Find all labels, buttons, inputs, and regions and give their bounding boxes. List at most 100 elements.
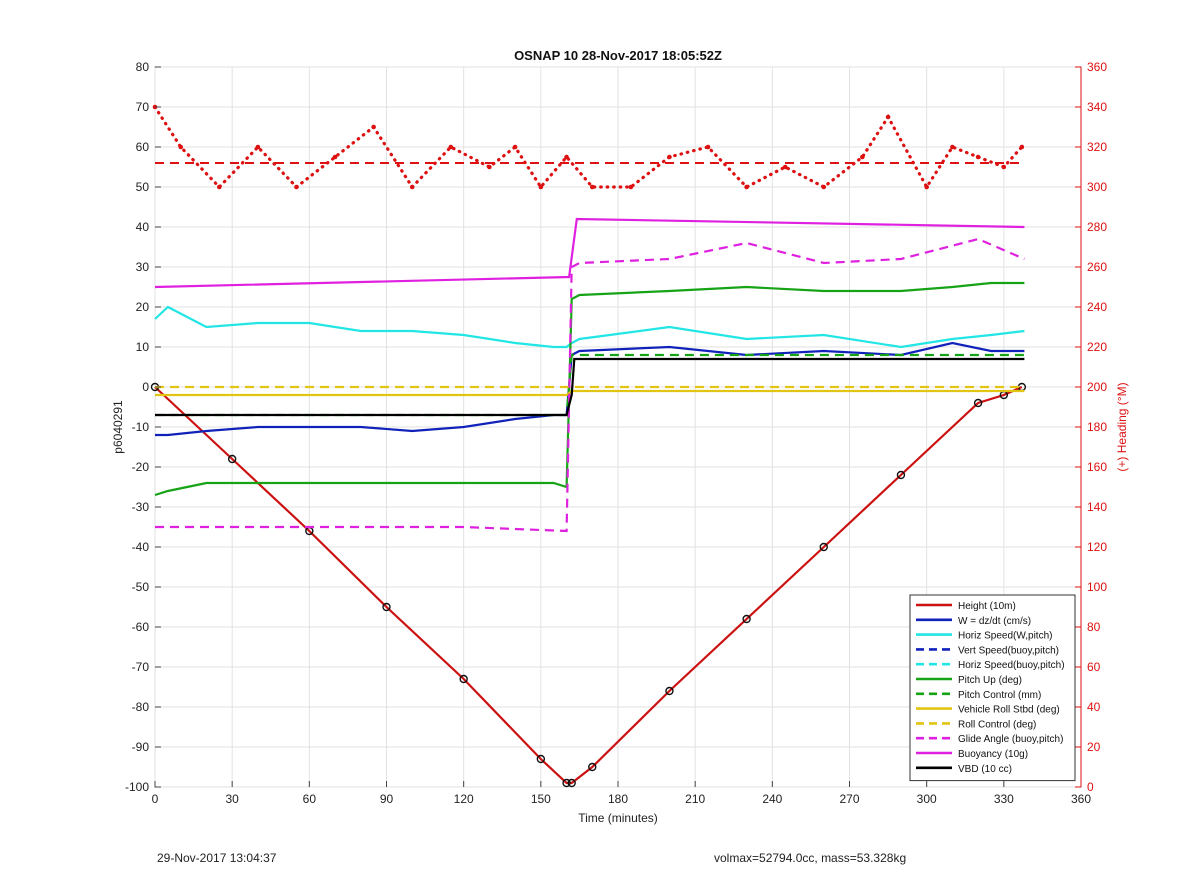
series-line-glide-angle-buoy-pitch — [155, 237, 1025, 533]
x-tick-label: 210 — [685, 792, 705, 806]
legend-label: Horiz Speed(buoy,pitch) — [958, 660, 1065, 671]
x-tick-label: 360 — [1071, 792, 1091, 806]
legend-label: VBD (10 cc) — [958, 764, 1012, 775]
footer-info: volmax=52794.0cc, mass=53.328kg — [714, 851, 907, 865]
x-tick-label: 330 — [994, 792, 1014, 806]
heading-point — [564, 154, 569, 160]
heading-point — [924, 184, 929, 190]
y-tick-label-right: 220 — [1087, 340, 1107, 354]
y-tick-label-left: -30 — [132, 500, 150, 514]
heading-point — [782, 164, 788, 170]
series-line-buoyancy-10g — [154, 217, 1025, 289]
y-tick-label-left: -20 — [132, 460, 150, 474]
height-marker — [896, 470, 906, 480]
heading-point — [512, 144, 518, 150]
y-tick-label-right: 320 — [1087, 140, 1107, 154]
legend-label: Vehicle Roll Stbd (deg) — [958, 705, 1060, 716]
y-tick-label-left: 70 — [136, 100, 150, 114]
height-marker — [382, 602, 391, 612]
heading-point — [448, 144, 454, 150]
height-marker — [665, 686, 674, 696]
y-tick-label-right: 60 — [1087, 660, 1101, 674]
legend-label: Buoyancy (10g) — [958, 749, 1028, 760]
height-marker — [562, 778, 571, 788]
heading-point — [950, 144, 955, 150]
x-tick-label: 0 — [152, 792, 159, 806]
y-tick-label-left: -100 — [125, 780, 149, 794]
legend-label: Glide Angle (buoy,pitch) — [958, 734, 1063, 745]
height-marker — [742, 614, 751, 624]
heading-point — [371, 124, 376, 130]
legend-label: Height (10m) — [958, 601, 1016, 612]
x-tick-label: 270 — [839, 792, 859, 806]
y-axis-label-left: p6040291 — [111, 400, 125, 454]
y-tick-label-left: -70 — [132, 660, 150, 674]
x-tick-label: 30 — [225, 792, 239, 806]
x-tick-label: 60 — [303, 792, 317, 806]
legend: Height (10m) W = dz/dt (cm/s) Horiz Speed(… — [909, 594, 1076, 782]
heading-point — [409, 184, 415, 190]
legend-label: Roll Control (deg) — [958, 719, 1036, 730]
heading-point — [1019, 144, 1025, 150]
series-layer — [150, 104, 1027, 788]
heading-point — [821, 184, 827, 190]
series-line-horiz-speed-w-pitch — [154, 305, 1025, 349]
y-tick-label-left: -60 — [132, 620, 150, 634]
height-marker — [227, 454, 237, 464]
heading-point — [589, 184, 595, 190]
y-tick-label-right: 120 — [1087, 540, 1107, 554]
y-tick-label-left: 10 — [136, 340, 150, 354]
y-tick-label-right: 240 — [1087, 300, 1107, 314]
y-tick-label-right: 80 — [1087, 620, 1101, 634]
y-tick-label-right: 260 — [1087, 260, 1107, 274]
series-line-pitch-up-deg — [154, 281, 1025, 497]
y-tick-label-left: -40 — [132, 540, 150, 554]
y-tick-label-left: -90 — [132, 740, 150, 754]
heading-point — [1001, 164, 1007, 170]
series-line-height-10m — [154, 385, 1023, 785]
heading-point — [744, 184, 749, 190]
y-tick-label-right: 340 — [1087, 100, 1107, 114]
x-tick-label: 90 — [380, 792, 394, 806]
y-tick-label-left: -50 — [132, 580, 150, 594]
y-tick-label-right: 100 — [1087, 580, 1107, 594]
y-tick-label-right: 0 — [1087, 780, 1094, 794]
heading-point — [332, 154, 338, 160]
x-tick-label: 120 — [454, 792, 474, 806]
legend-label: Vert Speed(buoy,pitch) — [958, 645, 1059, 656]
chart-title: OSNAP 10 28-Nov-2017 18:05:52Z — [514, 48, 722, 63]
y-tick-label-left: -10 — [132, 420, 150, 434]
heading-point — [217, 184, 222, 190]
y-tick-label-left: 50 — [136, 180, 150, 194]
heading-point — [628, 184, 634, 190]
y-tick-label-left: -80 — [132, 700, 150, 714]
series-line-vbd-10-cc — [155, 357, 1025, 417]
heading-point — [255, 144, 261, 150]
y-tick-label-right: 160 — [1087, 460, 1107, 474]
y-tick-label-right: 140 — [1087, 500, 1107, 514]
y-tick-label-right: 20 — [1087, 740, 1101, 754]
axes: 0 30 60 90 120 150 180 210 240 270 300 330 360807060… — [125, 60, 1107, 806]
y-tick-label-left: 60 — [136, 140, 150, 154]
legend-box — [909, 594, 1076, 782]
height-marker — [819, 542, 828, 552]
y-tick-label-right: 280 — [1087, 220, 1107, 234]
y-tick-label-right: 180 — [1087, 420, 1107, 434]
x-tick-label: 180 — [608, 792, 628, 806]
y-tick-label-left: 30 — [136, 260, 150, 274]
height-marker — [588, 762, 597, 772]
heading-point — [667, 154, 672, 160]
series-line-vehicle-roll-stbd-deg — [155, 389, 1025, 397]
legend-label: Pitch Up (deg) — [958, 675, 1022, 686]
heading-point — [860, 154, 865, 160]
heading-point — [538, 184, 544, 190]
footer-timestamp: 29-Nov-2017 13:04:37 — [157, 851, 277, 865]
height-marker — [567, 778, 576, 788]
heading-point — [178, 144, 184, 150]
heading-point — [705, 144, 711, 150]
heading-point — [975, 154, 981, 160]
heading-point — [487, 164, 492, 170]
y-tick-label-right: 40 — [1087, 700, 1101, 714]
x-tick-label: 150 — [531, 792, 551, 806]
